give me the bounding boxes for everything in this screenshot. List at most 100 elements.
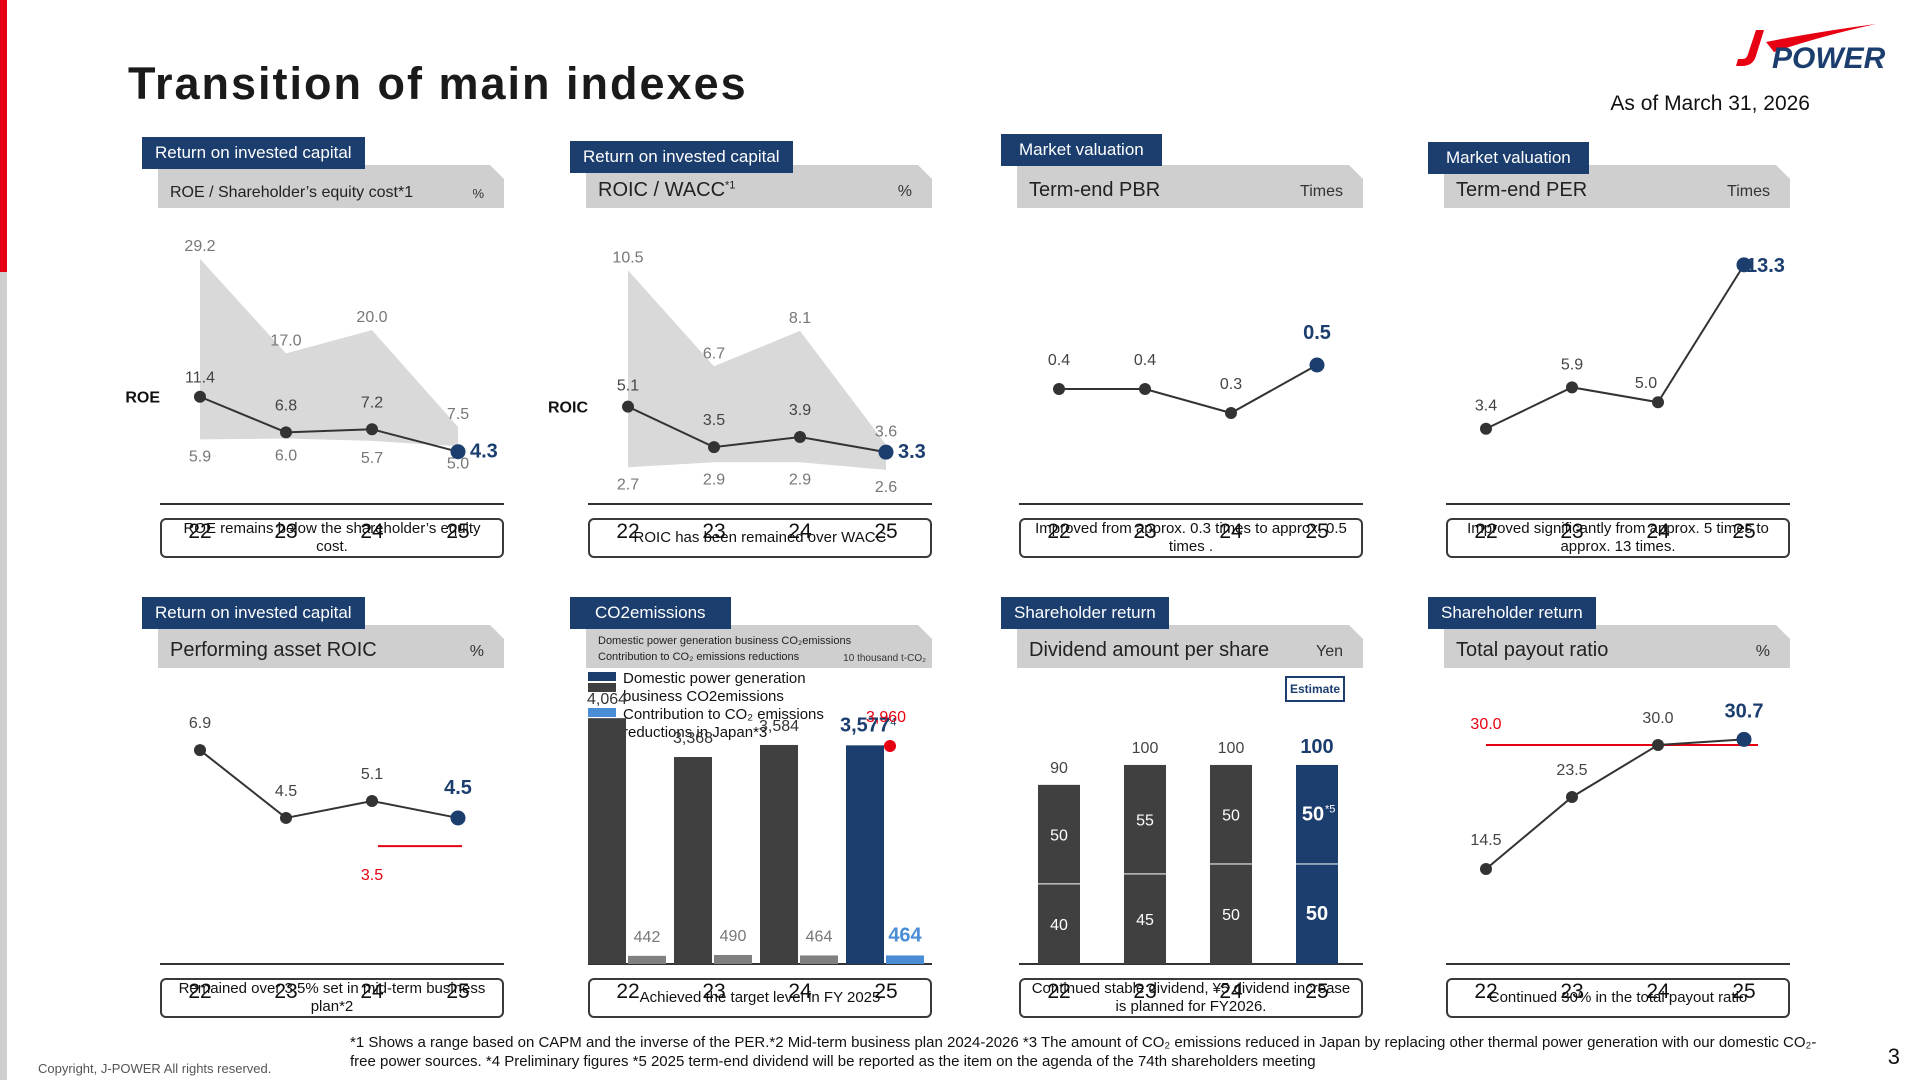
x-tick-label: 23 (1560, 520, 1583, 543)
co2-reduction-bar (628, 955, 666, 964)
x-tick-label: 25 (1732, 980, 1755, 1003)
panel-note: ROE remains below the shareholder’s equi… (160, 518, 504, 558)
panel-tag: Market valuation (1428, 142, 1589, 174)
data-point (1736, 257, 1752, 273)
panel-header: Total payout ratio % (1444, 625, 1790, 668)
bar-segment-label: 40 (1050, 917, 1068, 934)
header-title: Dividend amount per share (1029, 639, 1270, 661)
data-label: 7.2 (361, 394, 383, 411)
series-name-label: ROE (125, 390, 160, 407)
x-tick-label: 22 (1047, 520, 1070, 543)
data-label: 3.9 (789, 402, 811, 419)
x-tick-label: 24 (788, 520, 812, 543)
bar-value-label: 490 (720, 928, 747, 945)
co2-reduction-bar (714, 954, 752, 964)
bar-value-label: 464 (888, 924, 922, 946)
total-label: 100 (1218, 740, 1245, 757)
data-label: 3.3 (898, 441, 926, 463)
panel-note: Continued stable dividend, ¥5 dividend i… (1019, 978, 1363, 1018)
x-tick-label: 24 (1219, 520, 1243, 543)
bar-segment-label: 50 (1222, 907, 1240, 924)
band-upper-label: 6.7 (703, 345, 725, 362)
bar-segment-label: 50 (1306, 903, 1328, 925)
co2-emission-bar (760, 744, 798, 964)
x-tick-label: 22 (616, 980, 639, 1003)
accent-bar (0, 0, 7, 272)
header-title: Domestic power generation business CO₂em… (598, 635, 852, 663)
data-label: 11.4 (185, 370, 215, 387)
panel-asset-roic: Return on invested capital Performing as… (142, 597, 542, 1052)
x-tick-label: 23 (274, 980, 297, 1003)
bar-segment-label: 50 (1302, 804, 1324, 826)
total-label: 100 (1132, 740, 1159, 757)
legend-swatch (588, 672, 616, 681)
bar-segment-label: 45 (1136, 912, 1154, 929)
x-tick-label: 22 (188, 980, 211, 1003)
data-point (1053, 383, 1065, 395)
header-title: Term-end PBR (1029, 179, 1161, 201)
x-tick-label: 25 (446, 980, 469, 1003)
data-point (878, 444, 894, 460)
legend-item: Contribution to CO₂ emissions reductions… (588, 706, 888, 742)
data-point (1652, 396, 1664, 409)
bar-value-label: 3,368 (673, 730, 713, 747)
series-name-label: ROIC (548, 400, 588, 417)
data-label: 6.8 (275, 397, 297, 414)
target-label: 3,960 (866, 709, 906, 726)
data-label: 5.1 (361, 766, 383, 783)
dividend-interim-bar (1296, 764, 1338, 864)
bar-value-label: 3,584 (759, 718, 799, 735)
panel-header: ROE / Shareholder’s equity cost*1 % (158, 165, 504, 208)
panel-tag: Return on invested capital (142, 137, 365, 169)
data-point (280, 426, 292, 439)
bar-segment-label: 55 (1136, 813, 1154, 830)
data-label: 5.1 (617, 378, 639, 395)
legend-swatch (588, 683, 616, 692)
data-label: 3.5 (703, 412, 725, 429)
data-point (1736, 731, 1752, 747)
panel-header: Term-end PBR Times (1017, 165, 1363, 208)
data-label: 14.5 (1470, 832, 1501, 849)
footnote-marker: *4 (886, 716, 896, 728)
header-title: ROE / Shareholder’s equity cost*1 (170, 184, 414, 201)
jpower-logo: POWER (1736, 24, 1886, 75)
target-marker (884, 739, 896, 752)
svg-text:POWER: POWER (1772, 42, 1886, 75)
x-tick-label: 25 (1305, 980, 1328, 1003)
data-point (622, 400, 634, 413)
dividend-interim-bar (1124, 764, 1166, 874)
roic-chart: 22 23 24 25 10.5 6.7 8.1 3.6 2.7 2.9 2.9 2.6 5.1 3.5 3… (548, 249, 932, 543)
series-line (1485, 264, 1745, 430)
x-tick-label: 23 (1560, 980, 1583, 1003)
x-tick-label: 22 (616, 520, 639, 543)
panel-roe: Return on invested capital ROE / Shareho… (125, 137, 542, 592)
x-tick-label: 24 (1646, 520, 1670, 543)
copyright: Copyright, J-POWER All rights reserved. (38, 1061, 272, 1076)
cost-range-band (628, 270, 886, 470)
data-label: 6.9 (189, 715, 211, 732)
series-line (1059, 364, 1318, 415)
x-tick-label: 23 (702, 520, 725, 543)
data-label: 0.4 (1134, 352, 1156, 369)
x-tick-label: 25 (874, 980, 897, 1003)
footnote-marker: *5 (1325, 804, 1335, 816)
data-point (1480, 422, 1492, 435)
band-upper-label: 3.6 (875, 424, 897, 441)
panel-tag: Return on invested capital (570, 141, 793, 173)
panel-tag: Shareholder return (1001, 597, 1169, 629)
target-label: 30.0 (1470, 716, 1501, 733)
header-title: Total payout ratio (1456, 639, 1609, 661)
x-tick-label: 22 (1474, 520, 1497, 543)
total-label: 100 (1300, 736, 1333, 758)
x-tick-label: 23 (1133, 520, 1156, 543)
panel-tag: Shareholder return (1428, 597, 1596, 629)
page-title: Transition of main indexes (128, 58, 748, 109)
band-upper-label: 8.1 (789, 310, 811, 327)
band-lower-label: 5.7 (361, 450, 383, 467)
header-title: Performing asset ROIC (170, 639, 377, 661)
panel-payout: Shareholder return Total payout ratio % … (1428, 597, 1828, 1052)
data-point (366, 795, 378, 807)
panel-co2: CO2emissions Domestic power generation b… (570, 597, 970, 1052)
band-lower-label: 2.7 (617, 476, 639, 493)
data-label: 3.4 (1475, 398, 1497, 415)
